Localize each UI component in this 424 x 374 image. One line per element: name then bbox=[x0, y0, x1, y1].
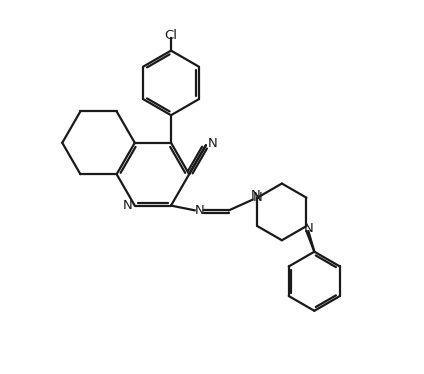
Text: N: N bbox=[208, 137, 218, 150]
Text: N: N bbox=[304, 221, 313, 234]
Text: N: N bbox=[251, 189, 260, 202]
Text: N: N bbox=[123, 199, 133, 212]
Text: N: N bbox=[195, 204, 204, 217]
Text: N: N bbox=[252, 191, 262, 204]
Text: Cl: Cl bbox=[165, 29, 178, 42]
